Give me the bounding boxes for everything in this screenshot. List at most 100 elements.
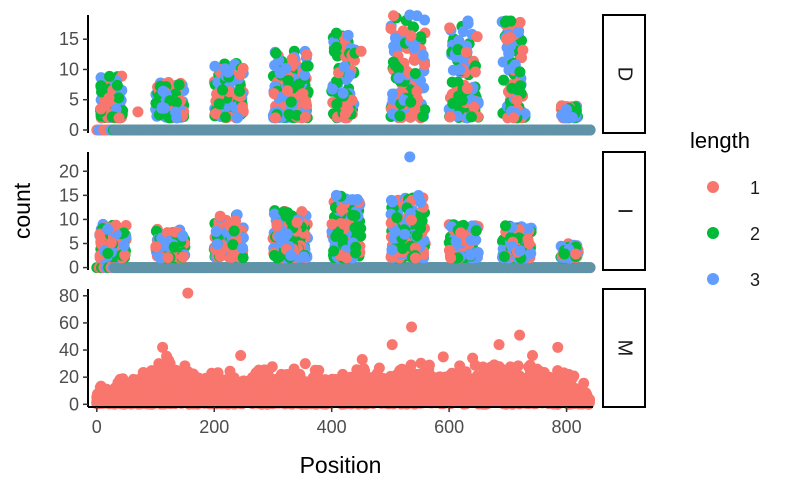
data-point bbox=[209, 60, 221, 72]
data-point bbox=[95, 103, 107, 115]
data-point bbox=[355, 230, 367, 242]
data-point bbox=[102, 247, 114, 259]
data-point bbox=[171, 112, 183, 124]
data-point bbox=[296, 206, 308, 218]
data-point bbox=[96, 86, 108, 98]
data-point bbox=[404, 9, 416, 21]
data-point bbox=[210, 108, 222, 120]
data-point bbox=[168, 241, 180, 253]
data-point bbox=[525, 247, 537, 259]
data-point bbox=[519, 108, 531, 120]
data-point bbox=[389, 32, 401, 44]
data-point bbox=[465, 234, 477, 246]
data-point bbox=[349, 210, 361, 222]
data-point bbox=[507, 112, 519, 124]
y-tick-label: 5 bbox=[69, 90, 79, 110]
data-point bbox=[170, 96, 182, 108]
data-point bbox=[342, 29, 354, 41]
data-point bbox=[337, 87, 349, 99]
y-tick-label: 80 bbox=[59, 286, 79, 306]
data-point bbox=[177, 230, 189, 242]
data-point bbox=[444, 111, 456, 123]
data-point bbox=[237, 242, 249, 254]
data-point bbox=[351, 194, 363, 206]
data-point bbox=[523, 238, 535, 250]
data-point bbox=[471, 31, 483, 43]
data-point bbox=[522, 223, 534, 235]
data-point bbox=[177, 251, 189, 263]
data-point bbox=[511, 94, 523, 106]
data-point bbox=[102, 223, 114, 235]
data-point bbox=[415, 31, 427, 43]
data-point bbox=[584, 124, 596, 136]
data-point bbox=[157, 85, 169, 97]
data-point bbox=[285, 249, 297, 261]
data-point bbox=[285, 96, 297, 108]
data-point bbox=[326, 218, 338, 230]
data-point bbox=[405, 214, 417, 226]
data-point bbox=[105, 237, 117, 249]
data-point bbox=[291, 216, 303, 228]
data-point bbox=[270, 47, 282, 59]
data-point bbox=[156, 101, 168, 113]
data-point bbox=[399, 228, 411, 240]
data-point bbox=[299, 111, 311, 123]
data-point bbox=[584, 262, 596, 274]
data-point bbox=[225, 251, 237, 263]
data-point bbox=[445, 252, 457, 264]
y-tick-label: 20 bbox=[59, 367, 79, 387]
data-point bbox=[462, 15, 474, 27]
data-point bbox=[228, 225, 240, 237]
facet-strip bbox=[602, 14, 646, 134]
data-point bbox=[411, 85, 423, 97]
data-point bbox=[291, 109, 303, 121]
data-point bbox=[95, 72, 107, 84]
data-point bbox=[387, 56, 399, 68]
data-point bbox=[461, 83, 473, 95]
y-tick-label: 10 bbox=[59, 59, 79, 79]
data-point bbox=[344, 69, 356, 81]
data-point bbox=[373, 362, 385, 374]
data-point bbox=[419, 59, 431, 71]
data-point bbox=[337, 233, 349, 245]
data-point bbox=[387, 88, 399, 100]
data-point bbox=[570, 248, 582, 260]
data-point bbox=[119, 249, 131, 261]
data-point bbox=[338, 61, 350, 73]
facet-strip-label: I bbox=[614, 208, 636, 214]
data-point bbox=[514, 66, 526, 78]
data-points bbox=[91, 287, 595, 410]
data-point bbox=[456, 94, 468, 106]
data-point bbox=[465, 111, 477, 123]
data-point bbox=[111, 79, 123, 91]
facet-strip bbox=[602, 151, 646, 271]
data-point bbox=[404, 111, 416, 123]
data-point bbox=[300, 60, 312, 72]
data-point bbox=[404, 151, 416, 163]
data-point bbox=[282, 207, 294, 219]
data-point bbox=[313, 364, 325, 376]
data-point bbox=[415, 196, 427, 208]
data-point bbox=[217, 84, 229, 96]
data-point bbox=[281, 85, 293, 97]
data-point bbox=[132, 106, 144, 118]
data-point bbox=[514, 16, 526, 28]
data-point bbox=[499, 220, 511, 232]
data-point bbox=[231, 112, 243, 124]
data-point bbox=[328, 245, 340, 257]
data-point bbox=[219, 111, 231, 123]
y-tick-label: 20 bbox=[59, 161, 79, 181]
data-point bbox=[498, 251, 510, 263]
data-point bbox=[386, 196, 398, 208]
data-point bbox=[505, 15, 517, 27]
data-point bbox=[222, 66, 234, 78]
data-point bbox=[299, 69, 311, 81]
data-point bbox=[266, 361, 278, 373]
y-tick-label: 5 bbox=[69, 234, 79, 254]
data-point bbox=[268, 88, 280, 100]
data-point bbox=[446, 76, 458, 88]
data-point bbox=[113, 92, 125, 104]
